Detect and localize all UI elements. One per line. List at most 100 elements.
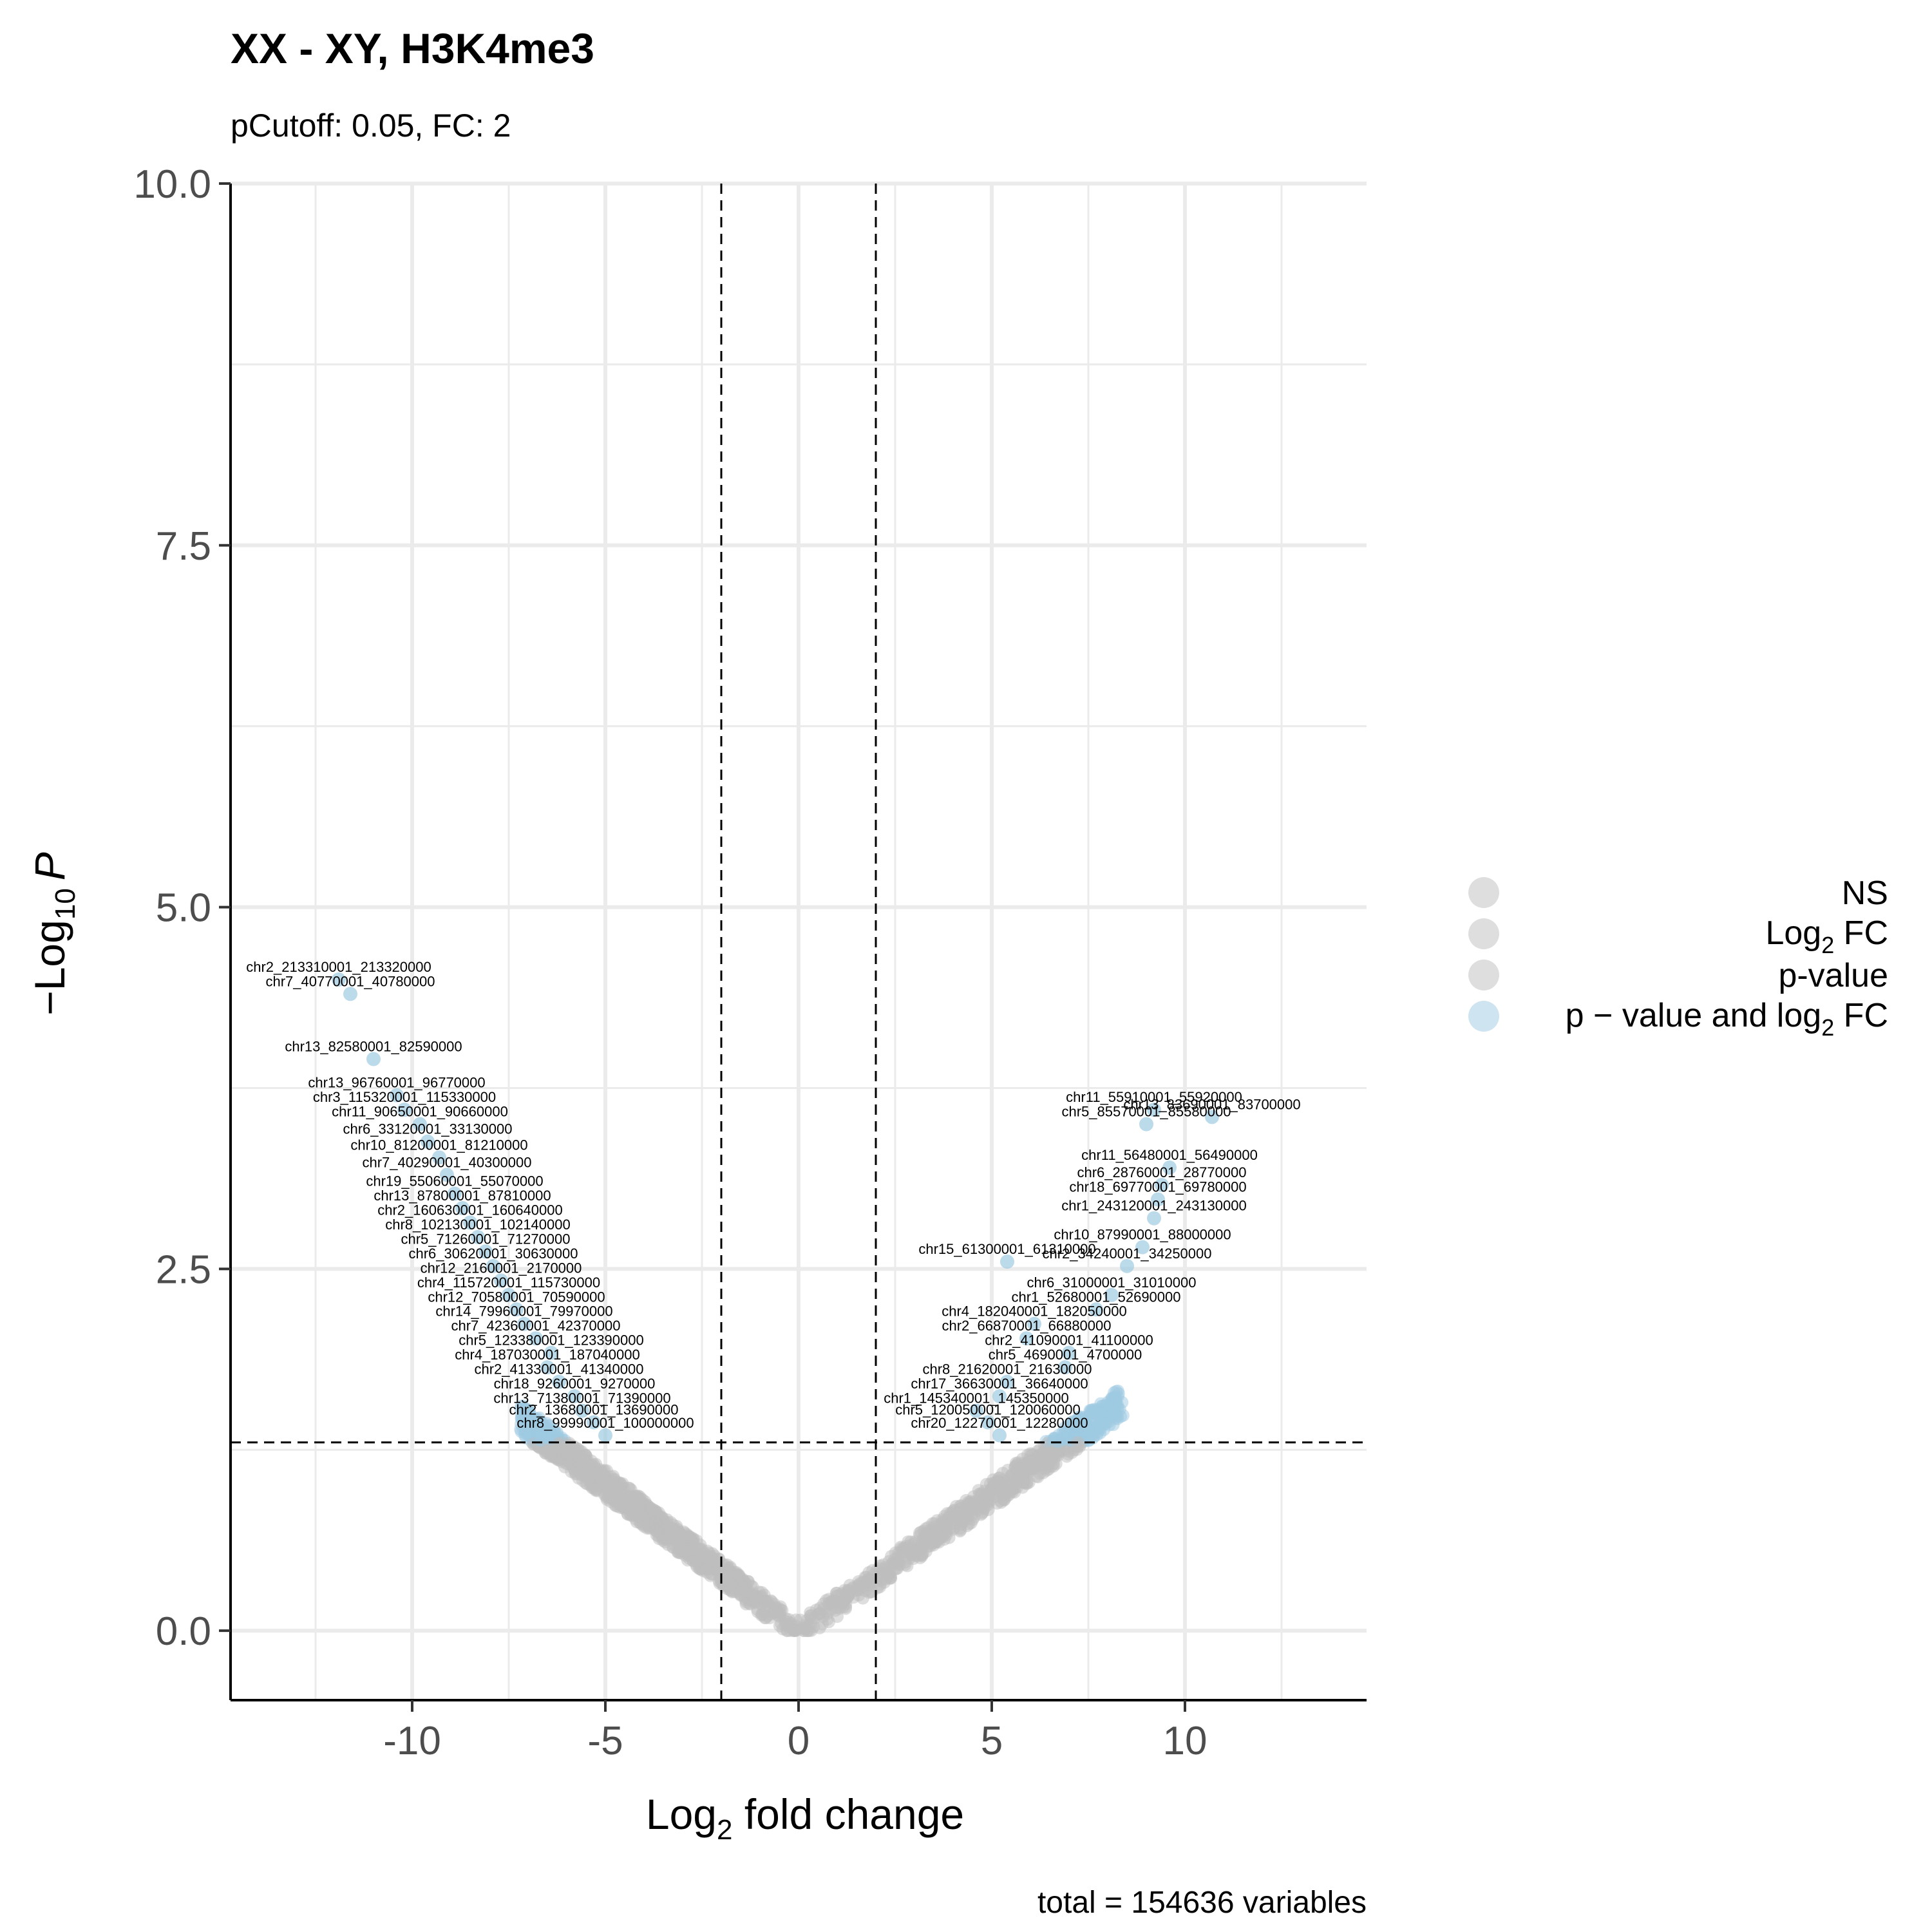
scatter-point-labeled <box>413 1117 427 1132</box>
scatter-point-labeled <box>517 1316 531 1331</box>
point-label: chr17_36630001_36640000 <box>911 1376 1088 1392</box>
scatter-point-ns <box>654 1511 668 1524</box>
scatter-point-ns <box>683 1549 696 1562</box>
scatter-point-labeled <box>544 1345 558 1360</box>
scatter-point-ns <box>1010 1476 1024 1490</box>
scatter-point-ns <box>1041 1448 1055 1462</box>
scatter-point-ns <box>661 1528 675 1542</box>
scatter-point-ns <box>987 1473 1000 1486</box>
legend-key-log2fc <box>1468 918 1499 949</box>
x-tick-label: -5 <box>587 1719 623 1763</box>
scatter-point-ns <box>730 1575 744 1588</box>
scatter-point-ns <box>996 1473 1010 1487</box>
scatter-point-labeled <box>478 1244 493 1259</box>
scatter-point-ns <box>813 1621 826 1634</box>
scatter-point-significant <box>1087 1405 1101 1419</box>
scatter-point-labeled <box>540 1360 554 1375</box>
scatter-point-ns <box>862 1566 876 1579</box>
scatter-point-ns <box>885 1549 898 1563</box>
scatter-point-labeled <box>552 1374 566 1389</box>
cutoff-lines <box>231 184 1367 1700</box>
scatter-point-labeled <box>440 1168 454 1182</box>
scatter-point-ns <box>939 1519 952 1533</box>
scatter-point-ns <box>682 1538 696 1551</box>
scatter-point-significant <box>1078 1425 1092 1438</box>
point-label: chr19_55060001_55070000 <box>366 1173 543 1189</box>
scatter-point-ns <box>935 1530 949 1543</box>
scatter-point-labeled <box>1019 1331 1034 1346</box>
scatter-point-labeled <box>471 1229 485 1244</box>
scatter-point-ns <box>725 1585 739 1598</box>
scatter-point-significant <box>1101 1396 1115 1409</box>
scatter-point-ns <box>595 1466 609 1479</box>
point-label: chr18_9260001_9270000 <box>494 1376 656 1392</box>
scatter-point-labeled <box>1155 1178 1169 1193</box>
point-label: chr13_83690001_83700000 <box>1123 1096 1300 1112</box>
scatter-point-significant <box>517 1403 531 1416</box>
x-tick-label: 5 <box>981 1719 1003 1763</box>
scatter-point-labeled <box>432 1150 446 1165</box>
chart-title: XX - XY, H3K4me3 <box>231 24 594 72</box>
point-label: chr13_87800001_87810000 <box>374 1188 551 1204</box>
point-label: chr7_42360001_42370000 <box>451 1318 620 1334</box>
scatter-point-labeled <box>1089 1302 1103 1317</box>
scatter-point-ns <box>862 1586 876 1599</box>
scatter-point-ns <box>672 1544 686 1558</box>
scatter-point-labeled <box>448 1186 462 1201</box>
point-label: chr12_70580001_70590000 <box>428 1289 605 1305</box>
scatter-point-labeled <box>1062 1345 1076 1360</box>
scatter-point-labeled <box>1027 1316 1041 1331</box>
point-label: chr13_71380001_71390000 <box>493 1390 670 1406</box>
scatter-point-ns <box>961 1499 974 1512</box>
legend-label-ns: NS <box>1842 875 1888 912</box>
legend-key-ns <box>1468 877 1499 908</box>
scatter-point-labeled <box>992 1428 1007 1443</box>
point-label: chr6_30620001_30630000 <box>408 1245 578 1262</box>
scatter-point-labeled <box>343 987 357 1001</box>
point-label: chr11_55910001_55920000 <box>1066 1089 1242 1105</box>
legend-label-pvalue-and-log2fc: p − value and log2 FC <box>1566 997 1888 1041</box>
scatter-point-significant <box>1072 1410 1085 1424</box>
scatter-point-ns <box>1010 1459 1023 1473</box>
y-tick-label: 10.0 <box>133 162 211 207</box>
scatter-point-labeled <box>992 1389 1007 1404</box>
scatter-point-labeled <box>1104 1287 1119 1302</box>
scatter-point-labeled <box>1162 1160 1177 1175</box>
scatter-point-labeled <box>981 1415 995 1430</box>
point-label: chr8_102130001_102140000 <box>385 1217 571 1233</box>
scatter-point-labeled <box>509 1302 524 1317</box>
point-label: chr5_4690001_4700000 <box>989 1347 1142 1363</box>
point-label: chr4_115720001_115730000 <box>417 1274 600 1291</box>
point-label: chr5_85570001_85580000 <box>1061 1104 1231 1120</box>
point-label: chr2_34240001_34250000 <box>1042 1245 1211 1262</box>
point-label: chr13_96760001_96770000 <box>308 1075 485 1091</box>
y-tick-label: 7.5 <box>156 524 211 569</box>
scatter-point-ns <box>986 1487 999 1501</box>
scatter-point-ns <box>1060 1450 1074 1463</box>
scatter-point-ns <box>822 1615 835 1629</box>
scatter-point-labeled <box>587 1415 601 1430</box>
scatter-point-labeled <box>1151 1192 1165 1207</box>
point-label: chr3_115320001_115330000 <box>313 1089 496 1105</box>
scatter-point-ns <box>773 1619 786 1633</box>
scatter-point-labeled <box>486 1258 500 1273</box>
scatter-point-labeled <box>969 1403 983 1418</box>
point-label: chr8_21620001_21630000 <box>922 1361 1092 1378</box>
scatter-point-ns <box>805 1611 819 1625</box>
scatter-point-labeled <box>567 1389 582 1404</box>
y-axis-title: −Log10P <box>26 852 81 1016</box>
point-label: chr2_41330001_41340000 <box>474 1361 643 1378</box>
scatter-point-ns <box>615 1479 629 1492</box>
point-label: chr6_28760001_28770000 <box>1077 1164 1246 1180</box>
scatter-point-labeled <box>421 1134 435 1149</box>
point-label: chr12_2160001_2170000 <box>421 1260 582 1276</box>
scatter-point-ns <box>553 1454 566 1467</box>
scatter-point-ns <box>955 1517 969 1530</box>
scatter-point-ns <box>666 1518 679 1531</box>
x-axis-ticks: -10 -5 0 5 10 <box>383 1700 1207 1763</box>
legend: NS Log2 FC p-value p − value and log2 FC <box>1468 875 1888 1041</box>
scatter-point-ns <box>1000 1484 1014 1498</box>
scatter-point-labeled <box>502 1287 516 1302</box>
